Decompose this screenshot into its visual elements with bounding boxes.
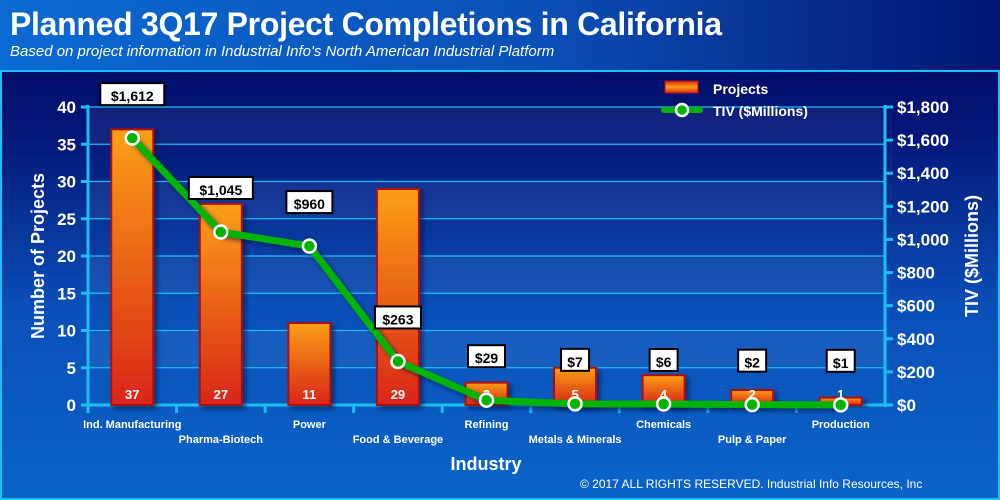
tiv-marker [124, 130, 141, 146]
bar-value-label: 1 [837, 387, 844, 402]
header-banner: Planned 3Q17 Project Completions in Cali… [0, 0, 1000, 70]
y2-tick-label: $1,800 [897, 98, 949, 117]
tiv-marker [213, 224, 229, 240]
y-tick-label: 5 [67, 359, 76, 378]
tiv-label-text: $1,612 [111, 88, 154, 104]
tiv-label-box [187, 175, 254, 200]
bar-value-label: 4 [660, 387, 668, 402]
bar [287, 322, 332, 406]
tiv-marker [478, 392, 495, 408]
tiv-label-text: $7 [567, 354, 583, 370]
chart-panel [0, 70, 1000, 500]
tiv-data-label: $1,612 [99, 82, 166, 107]
y-tick-label: 10 [57, 322, 76, 341]
tiv-label-text: $6 [656, 354, 672, 370]
y2-tick-label: $1,600 [897, 131, 949, 150]
bar-value-label: 29 [391, 387, 405, 402]
bar-value-label: 5 [571, 387, 578, 402]
chart-subtitle: Based on project information in Industri… [10, 43, 555, 60]
x-tick-label: Power [293, 419, 327, 431]
y-tick-label: 25 [57, 210, 76, 229]
copyright-notice: © 2017 ALL RIGHTS RESERVED. Industrial I… [580, 477, 923, 491]
legend: Projects TIV ($Millions) [661, 80, 808, 119]
tiv-label-box [560, 347, 591, 372]
tiv-marker [301, 238, 318, 254]
x-tick-label: Refining [465, 419, 509, 431]
tiv-marker [655, 396, 672, 412]
y-tick-label: 0 [67, 396, 76, 415]
legend-bar-swatch [664, 80, 699, 94]
legend-label-projects: Projects [713, 81, 768, 97]
y-tick-label: 35 [57, 135, 76, 154]
x-axis-title: Industry [450, 454, 521, 474]
y2-tick-label: $1,400 [897, 164, 949, 183]
y2-tick-label: $1,000 [897, 230, 949, 249]
y2-tick-label: $1,200 [897, 197, 949, 216]
tiv-label-text: $960 [294, 196, 325, 212]
bar [375, 187, 420, 406]
tiv-label-box [825, 348, 856, 373]
bar [110, 128, 155, 406]
tiv-marker [744, 396, 760, 413]
tiv-label-box [648, 348, 679, 373]
y-tick-label: 30 [57, 173, 76, 192]
y2-tick-label: $200 [897, 363, 935, 382]
y-tick-label: 15 [57, 284, 76, 303]
tiv-marker [832, 397, 849, 413]
tiv-label-box [737, 348, 768, 373]
tiv-marker [567, 396, 583, 412]
bar-value-label: 2 [749, 387, 756, 402]
x-tick-label: Metals & Minerals [529, 434, 622, 446]
bar-value-label: 37 [125, 387, 139, 402]
y2-axis-title: TIV ($Millions) [962, 195, 982, 317]
tiv-label-text: $2 [744, 355, 760, 371]
x-tick-label: Pharma-Biotech [179, 434, 264, 446]
tiv-data-label: $1,045 [187, 175, 254, 200]
tiv-label-text: $263 [382, 311, 413, 327]
tiv-label-box [467, 344, 506, 369]
x-tick-label: Ind. Manufacturing [83, 419, 181, 431]
tiv-data-label: $1 [825, 348, 856, 373]
y-tick-label: 40 [57, 98, 76, 117]
tiv-data-label: $960 [285, 190, 334, 215]
grid-band [88, 107, 885, 145]
chart-title: Planned 3Q17 Project Completions in Cali… [10, 6, 722, 42]
x-tick-label: Pulp & Paper [718, 434, 787, 446]
y2-tick-label: $600 [897, 297, 935, 316]
tiv-label-box [285, 190, 334, 215]
x-tick-label: Food & Beverage [353, 434, 443, 446]
bar-value-label: 11 [303, 387, 317, 402]
tiv-label-box [99, 82, 166, 107]
y2-tick-label: $400 [897, 330, 935, 349]
tiv-label-box [373, 305, 422, 330]
tiv-data-label: $263 [373, 305, 422, 330]
legend-label-tiv: TIV ($Millions) [713, 103, 808, 119]
tiv-data-label: $2 [737, 348, 768, 373]
tiv-label-text: $29 [475, 350, 499, 366]
y-tick-label: 20 [57, 247, 76, 266]
x-tick-label: Production [812, 419, 870, 431]
y-axis-title: Number of Projects [28, 173, 48, 339]
y2-tick-label: $0 [897, 396, 916, 415]
tiv-label-text: $1 [833, 355, 849, 371]
y2-tick-label: $800 [897, 264, 935, 283]
tiv-data-label: $6 [648, 348, 679, 373]
legend-marker-swatch [674, 102, 690, 118]
tiv-label-text: $1,045 [199, 182, 242, 198]
bar-value-label: 27 [214, 387, 228, 402]
tiv-data-label: $7 [560, 347, 591, 372]
tiv-data-label: $29 [467, 344, 506, 369]
tiv-marker [390, 353, 406, 370]
x-tick-label: Chemicals [636, 419, 691, 431]
